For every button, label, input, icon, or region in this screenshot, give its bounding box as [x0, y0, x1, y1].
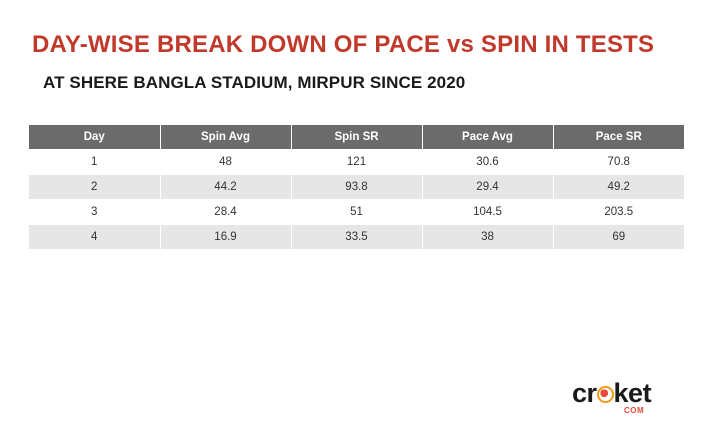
cell-pace-avg: 104.5 — [422, 199, 554, 225]
header-day: Day — [29, 125, 161, 150]
table-header-row: Day Spin Avg Spin SR Pace Avg Pace SR — [29, 125, 684, 150]
stats-table: Day Spin Avg Spin SR Pace Avg Pace SR 1 … — [29, 125, 684, 249]
header-spin-sr: Spin SR — [291, 125, 423, 150]
cricket-ball-icon — [596, 386, 614, 403]
cell-spin-sr: 93.8 — [291, 174, 423, 200]
cell-pace-sr: 49.2 — [553, 174, 684, 200]
cell-spin-avg: 16.9 — [160, 224, 292, 249]
logo-text-end: ket — [613, 378, 652, 408]
header-pace-sr: Pace SR — [553, 125, 684, 150]
cell-pace-sr: 203.5 — [553, 199, 684, 225]
table-row: 2 44.2 93.8 29.4 49.2 — [29, 174, 684, 200]
cell-spin-avg: 28.4 — [160, 199, 292, 225]
table-row: 3 28.4 51 104.5 203.5 — [29, 199, 684, 225]
cell-pace-avg: 29.4 — [422, 174, 554, 200]
cell-day: 4 — [29, 224, 161, 249]
cell-spin-sr: 33.5 — [291, 224, 423, 249]
logo-wordmark: cr ket — [572, 378, 652, 409]
cell-spin-avg: 48 — [160, 149, 292, 175]
cricket-com-logo: cr ket COM — [572, 378, 688, 418]
cell-spin-sr: 51 — [291, 199, 423, 225]
cell-pace-avg: 30.6 — [422, 149, 554, 175]
page-title: DAY-WISE BREAK DOWN OF PACE vs SPIN IN T… — [32, 31, 655, 58]
cell-day: 3 — [29, 199, 161, 225]
cell-day: 2 — [29, 174, 161, 200]
header-spin-avg: Spin Avg — [160, 125, 292, 150]
page-subtitle: AT SHERE BANGLA STADIUM, MIRPUR SINCE 20… — [43, 73, 466, 92]
table-row: 1 48 121 30.6 70.8 — [29, 149, 684, 175]
header-pace-avg: Pace Avg — [422, 125, 554, 150]
cell-pace-avg: 38 — [422, 224, 554, 249]
logo-text-start: cr — [572, 378, 597, 408]
table-row: 4 16.9 33.5 38 69 — [29, 224, 684, 249]
cell-pace-sr: 70.8 — [553, 149, 684, 175]
cell-day: 1 — [29, 149, 161, 175]
cell-spin-sr: 121 — [291, 149, 423, 175]
logo-sub-text: COM — [624, 406, 645, 415]
cell-pace-sr: 69 — [553, 224, 684, 249]
cell-spin-avg: 44.2 — [160, 174, 292, 200]
